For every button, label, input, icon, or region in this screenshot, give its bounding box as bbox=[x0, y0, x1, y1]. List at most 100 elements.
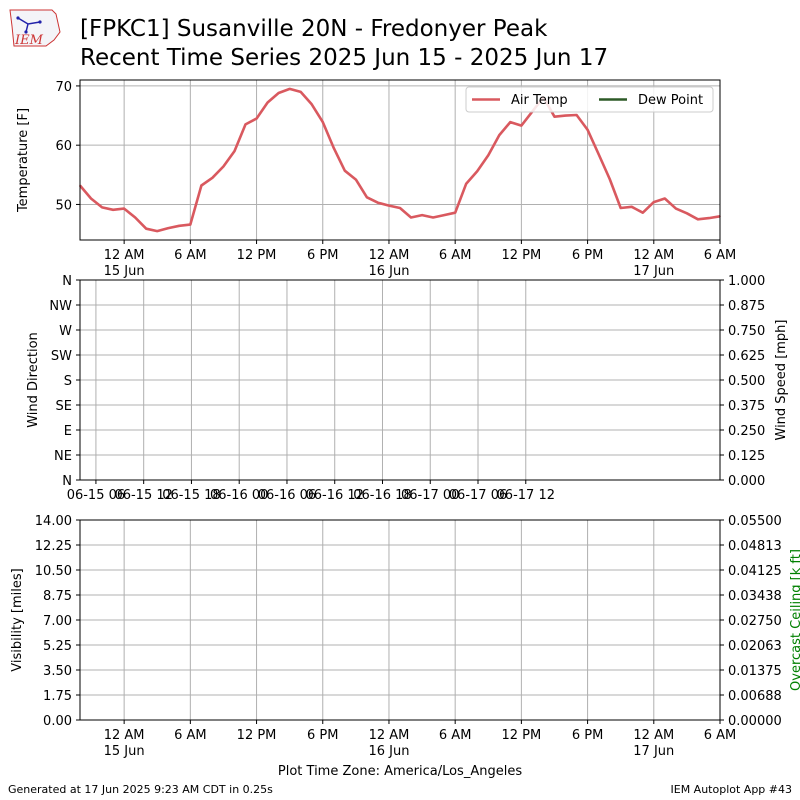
wind-direction-tick-label: SE bbox=[56, 399, 72, 414]
vis-xtick-label: 12 AM bbox=[104, 728, 145, 743]
air-temp-point bbox=[619, 207, 622, 209]
footer-generated: Generated at 17 Jun 2025 9:23 AM CDT in … bbox=[8, 783, 273, 796]
air-temp-point bbox=[686, 212, 688, 215]
wind-direction-tick-label: NE bbox=[54, 449, 72, 464]
wind-direction-tick-label: NW bbox=[49, 299, 72, 314]
wind-speed-tick-label: 0.000 bbox=[728, 474, 765, 489]
wind-panel: N 0.000 NE 0.125 E 0.250 SE 0.375 S 0.500 SW 0.625 W… bbox=[26, 274, 789, 503]
wind-direction-tick-label: W bbox=[59, 324, 72, 339]
air-temp-point bbox=[410, 216, 412, 219]
wind-speed-tick-label: 0.750 bbox=[728, 324, 765, 339]
wind-direction-tick-label: N bbox=[62, 474, 72, 489]
air-temp-point bbox=[664, 197, 666, 200]
ceiling-tick-label: 0.02063 bbox=[728, 639, 782, 654]
visibility-ylabel: Visibility [miles] bbox=[10, 568, 25, 671]
temp-xtick-label: 16 Jun bbox=[368, 264, 409, 279]
temp-ylabel: Temperature [F] bbox=[16, 108, 31, 213]
legend-dew-point-label: Dew Point bbox=[638, 93, 703, 108]
air-temp-point bbox=[697, 218, 699, 221]
ceiling-tick-label: 0.03438 bbox=[728, 589, 782, 604]
wind-speed-tick-label: 0.250 bbox=[728, 424, 765, 439]
wind-direction-tick-label: E bbox=[64, 424, 72, 439]
vis-xtick-label: 6 AM bbox=[174, 728, 207, 743]
air-temp-point bbox=[222, 165, 225, 168]
air-temp-point bbox=[299, 91, 302, 93]
visibility-tick-label: 3.50 bbox=[43, 664, 72, 679]
temp-xtick-label: 6 AM bbox=[174, 248, 207, 263]
wind-direction-tick-label: SW bbox=[51, 349, 72, 364]
vis-axes-frame bbox=[79, 519, 721, 721]
air-temp-point bbox=[608, 178, 611, 180]
vis-xtick-label: 15 Jun bbox=[104, 744, 145, 759]
vis-xtick-label: 6 AM bbox=[704, 728, 737, 743]
visibility-tick-label: 5.25 bbox=[43, 639, 72, 654]
temp-xtick-label: 15 Jun bbox=[104, 264, 145, 279]
temp-axes-frame bbox=[79, 79, 721, 241]
temp-xtick-label: 17 Jun bbox=[633, 264, 674, 279]
wind-direction-tick-label: S bbox=[64, 374, 72, 389]
temp-xtick-label: 12 PM bbox=[502, 248, 542, 263]
ceiling-tick-label: 0.05500 bbox=[728, 514, 782, 529]
visibility-tick-label: 7.00 bbox=[43, 614, 72, 629]
air-temp-point bbox=[509, 121, 512, 123]
wind-direction-ylabel: Wind Direction bbox=[26, 332, 41, 428]
air-temp-point bbox=[432, 216, 434, 219]
visibility-tick-label: 8.75 bbox=[43, 589, 72, 604]
air-temp-point bbox=[112, 208, 114, 211]
temp-ytick-label: 60 bbox=[55, 139, 72, 154]
wind-xtick-label: 06-16 18 bbox=[353, 488, 411, 503]
wind-axes-frame bbox=[79, 279, 721, 481]
air-temp-point bbox=[123, 207, 125, 210]
air-temp-point bbox=[167, 227, 170, 229]
wind-speed-ylabel: Wind Speed [mph] bbox=[774, 320, 789, 441]
air-temp-point bbox=[675, 207, 677, 210]
air-temp-point bbox=[564, 114, 567, 117]
temp-ytick-label: 70 bbox=[55, 80, 72, 95]
temp-xtick-label: 12 AM bbox=[104, 248, 145, 263]
air-temp-point bbox=[641, 211, 644, 214]
air-temp-point bbox=[454, 211, 456, 214]
wind-speed-tick-label: 0.875 bbox=[728, 299, 765, 314]
temp-ytick-label: 50 bbox=[55, 198, 72, 213]
ceiling-tick-label: 0.00688 bbox=[728, 689, 782, 704]
air-temp-point bbox=[388, 204, 390, 207]
visibility-tick-label: 10.50 bbox=[35, 564, 72, 579]
air-temp-point bbox=[630, 206, 633, 208]
air-temp-point bbox=[355, 178, 357, 181]
air-temp-point bbox=[465, 182, 468, 185]
air-temp-point bbox=[90, 197, 92, 200]
wind-speed-tick-label: 1.000 bbox=[728, 274, 765, 289]
air-temp-point bbox=[266, 101, 269, 104]
vis-xtick-label: 12 AM bbox=[369, 728, 410, 743]
wind-speed-tick-label: 0.125 bbox=[728, 449, 765, 464]
wind-xtick-label: 06-17 00 bbox=[401, 488, 459, 503]
air-temp-point bbox=[178, 224, 181, 227]
x-axis-label: Plot Time Zone: America/Los_Angeles bbox=[277, 764, 523, 779]
ceiling-tick-label: 0.04125 bbox=[728, 564, 782, 579]
temp-xtick-label: 6 PM bbox=[572, 248, 603, 263]
visibility-tick-label: 14.00 bbox=[35, 514, 72, 529]
air-temp-point bbox=[255, 117, 258, 120]
air-temp-point bbox=[366, 196, 368, 199]
air-temp-point bbox=[244, 123, 247, 126]
footer-app: IEM Autoplot App #43 bbox=[670, 783, 793, 796]
wind-xtick-label: 06-15 06 bbox=[67, 488, 125, 503]
air-temp-point bbox=[211, 176, 214, 179]
vis-xtick-label: 16 Jun bbox=[368, 744, 409, 759]
air-temp-point bbox=[233, 150, 236, 152]
air-temp-point bbox=[443, 214, 445, 216]
air-temp-point bbox=[200, 184, 203, 187]
wind-xtick-label: 06-15 12 bbox=[114, 488, 172, 503]
wind-xtick-label: 06-16 06 bbox=[258, 488, 316, 503]
vis-xtick-label: 6 AM bbox=[439, 728, 472, 743]
chart-title-line1: [FPKC1] Susanville 20N - Fredonyer Peak bbox=[80, 16, 548, 42]
vis-xtick-label: 6 PM bbox=[572, 728, 603, 743]
air-temp-point bbox=[332, 147, 335, 149]
visibility-tick-label: 1.75 bbox=[43, 689, 72, 704]
wind-speed-tick-label: 0.500 bbox=[728, 374, 765, 389]
air-temp-point bbox=[553, 115, 556, 118]
air-temp-point bbox=[487, 154, 490, 157]
ceiling-tick-label: 0.00000 bbox=[728, 714, 782, 729]
visibility-tick-label: 0.00 bbox=[43, 714, 72, 729]
